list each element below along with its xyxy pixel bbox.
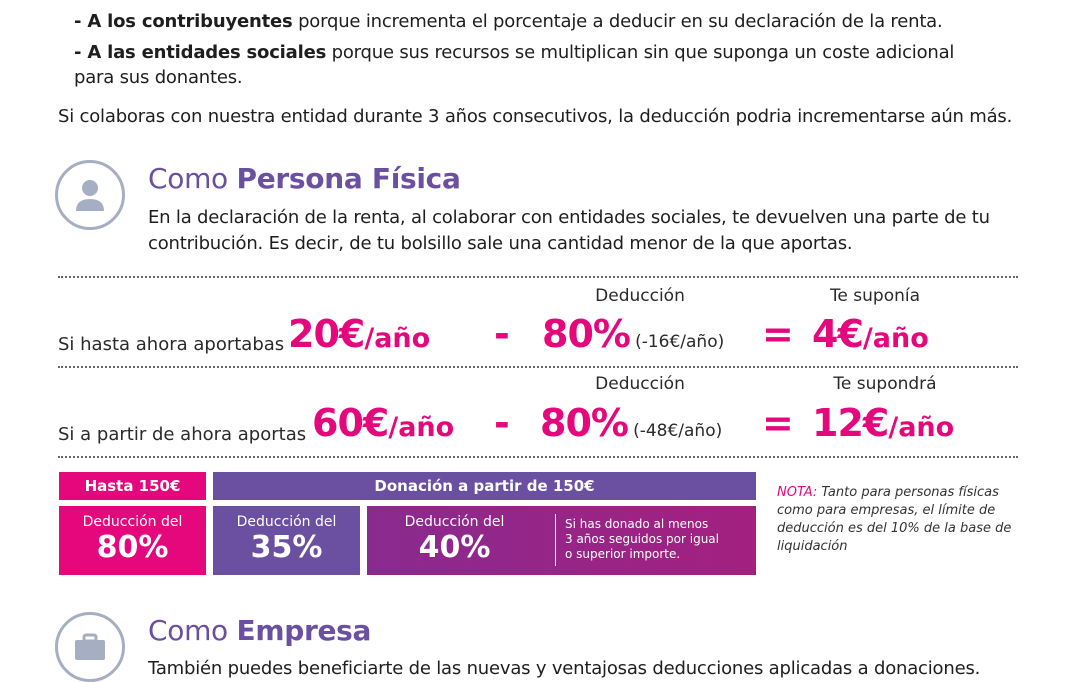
note-line: 3 años seguidos por igual (565, 532, 719, 546)
result-unit: /año (862, 323, 929, 354)
row2-minus: - (494, 401, 510, 445)
bullet-text: porque incrementa el porcentaje a deduci… (292, 11, 943, 32)
result-value: 4€ (812, 312, 864, 356)
nota-line: NOTA: Tanto para personas físicas (777, 484, 1027, 502)
cell-value: 80% (96, 530, 169, 565)
row2-label: Si a partir de ahora aportas (58, 424, 307, 445)
divider (58, 276, 1018, 278)
result-unit: /año (888, 412, 955, 443)
percent-value: 80% (540, 401, 629, 445)
bullet-contribuyentes: - A los contribuyentes porque incrementa… (74, 10, 943, 34)
bullet-bold: - A los contribuyentes (74, 11, 293, 32)
col-result-header: Te suponía (829, 286, 921, 306)
row1-label: Si hasta ahora aportabas (58, 334, 285, 355)
nota-text: Tanto para personas físicas (817, 485, 999, 500)
deduction-cell-35: Deducción del 35% (213, 506, 360, 575)
title-bold: Persona Física (236, 162, 461, 195)
cell-label: Deducción del (236, 514, 337, 530)
hasta-150-header: Hasta 150€ (59, 472, 206, 500)
cell-label: Deducción del (404, 514, 505, 530)
row1-percent: 80% (-16€/año) (542, 312, 724, 356)
deduction-cell-80: Deducción del 80% (59, 506, 206, 575)
briefcase-icon (55, 612, 125, 682)
nota-line: liquidación (777, 539, 848, 554)
nota-line: deducción es del 10% de la base de (777, 521, 1012, 536)
col-deduccion-header: Deducción (595, 374, 685, 394)
nota: NOTA: Tanto para personas físicas como p… (777, 484, 1027, 556)
row1-minus: - (494, 312, 510, 356)
cell-divider (555, 514, 556, 566)
empresa-desc: También puedes beneficiarte de las nueva… (148, 658, 981, 679)
row1-result: 4€/año (812, 312, 929, 356)
empresa-title: Como Empresa (148, 614, 371, 647)
bullet-bold: - A las entidades sociales (74, 42, 327, 63)
divider (58, 366, 1018, 368)
deduction-cell-40: Deducción del 40% Si has donado al menos… (367, 506, 756, 575)
note-line: o superior importe. (565, 547, 681, 561)
consecutive-text: Si colaboras con nuestra entidad durante… (58, 106, 1013, 127)
row1-equals: = (762, 312, 794, 356)
percent-paren: (-16€/año) (635, 332, 725, 352)
cell-40-main: Deducción del 40% (367, 514, 542, 565)
amount-value: 20€ (288, 312, 365, 356)
percent-value: 80% (542, 312, 631, 356)
cell-value: 35% (250, 530, 323, 565)
persona-desc-1: En la declaración de la renta, al colabo… (148, 207, 990, 228)
cell-40-note: Si has donado al menos 3 años seguidos p… (565, 517, 719, 562)
persona-desc-2: contribución. Es decir, de tu bolsillo s… (148, 233, 853, 254)
persona-title: Como Persona Física (148, 162, 461, 195)
title-prefix: Como (148, 614, 237, 647)
bullet-text: porque sus recursos se multiplican sin q… (326, 42, 955, 63)
row1-amount: 20€/año (288, 312, 430, 356)
percent-paren: (-48€/año) (633, 421, 723, 441)
nota-label: NOTA: (777, 485, 818, 500)
amount-value: 60€ (312, 401, 389, 445)
row2-result: 12€/año (812, 401, 954, 445)
row2-equals: = (762, 401, 794, 445)
amount-unit: /año (364, 323, 431, 354)
nota-line: como para empresas, el límite de (777, 503, 996, 518)
bullet-entidades: - A las entidades sociales porque sus re… (74, 41, 954, 65)
col-result-header: Te supondrá (833, 374, 937, 394)
row2-amount: 60€/año (312, 401, 454, 445)
result-value: 12€ (812, 401, 889, 445)
cell-label: Deducción del (82, 514, 183, 530)
donacion-150-header: Donación a partir de 150€ (213, 472, 756, 500)
user-icon (55, 160, 125, 230)
bullet-entidades-cont: para sus donantes. (74, 67, 243, 88)
divider (58, 456, 1018, 458)
amount-unit: /año (388, 412, 455, 443)
row2-percent: 80% (-48€/año) (540, 401, 722, 445)
title-prefix: Como (148, 162, 237, 195)
note-line: Si has donado al menos (565, 517, 709, 531)
cell-value: 40% (418, 530, 491, 565)
title-bold: Empresa (236, 614, 372, 647)
col-deduccion-header: Deducción (595, 286, 685, 306)
